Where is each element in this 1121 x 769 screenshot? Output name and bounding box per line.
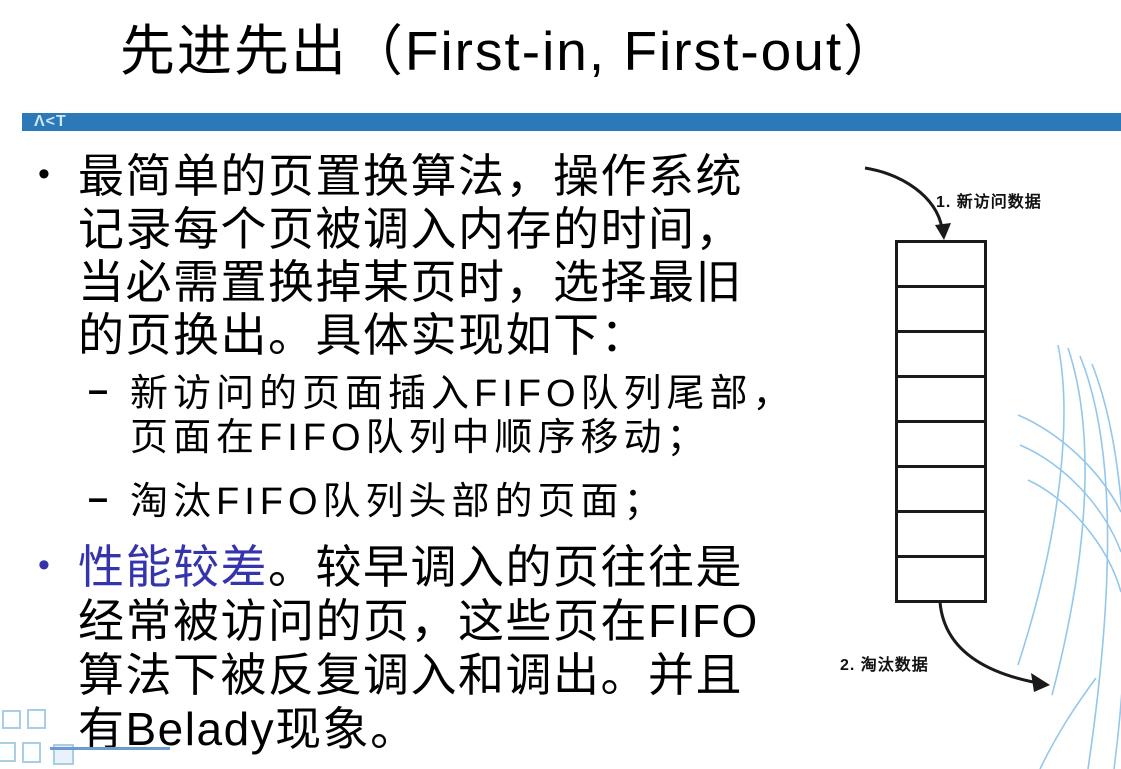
dash-icon: – [88, 477, 109, 518]
queue-cell [898, 243, 984, 288]
bullet-1-line-2: 记录每个页被调入内存的时间， [78, 203, 743, 255]
arrow-in-head-icon [935, 223, 951, 240]
arrow-out-icon [938, 601, 1034, 684]
bullet-1: • 最简单的页置换算法，操作系统 记录每个页被调入内存的时间， 当必需置换掉某页… [38, 150, 743, 362]
bullet-1-line-1: 最简单的页置换算法，操作系统 [78, 150, 743, 202]
sub-bullet-2-line-1: 淘汰FIFO队列头部的页面； [130, 481, 667, 523]
fifo-queue [895, 240, 987, 603]
dash-icon: – [88, 369, 109, 410]
bullet-2: • 性能较差。较早调入的页往往是 经常被访问的页，这些页在FIFO 算法下被反复… [38, 540, 759, 756]
sub-bullet-1: – 新访问的页面插入FIFO队列尾部， 页面在FIFO队列中顺序移动； [88, 369, 796, 460]
arrow-in-icon [864, 166, 944, 229]
page-title: 先进先出（First-in, First-out） [119, 20, 901, 82]
bullet-2-line-2: 经常被访问的页，这些页在FIFO [78, 595, 759, 647]
queue-cell [898, 468, 984, 513]
bullet-1-line-3: 当必需置换掉某页时，选择最旧 [78, 256, 743, 308]
highlight-text: 性能较差 [78, 541, 268, 593]
queue-cell [898, 378, 984, 423]
bullet-2-line-1: 性能较差。较早调入的页往往是 [78, 540, 759, 594]
decor-square-icon [0, 742, 16, 762]
bullet-1-line-4: 的页换出。具体实现如下： [78, 309, 648, 361]
sub-bullet-1-line-2: 页面在FIFO队列中顺序移动； [130, 417, 710, 459]
decor-square-icon [22, 742, 41, 763]
label-new-data: 1. 新访问数据 [936, 194, 1042, 211]
queue-cell [898, 513, 984, 558]
bullet-dot-icon: • [38, 155, 50, 193]
queue-cell [898, 558, 984, 600]
queue-cell [898, 333, 984, 378]
bullet-2-line-3: 算法下被反复调入和调出。并且 [78, 649, 743, 701]
bullet-dot-icon: • [38, 546, 50, 584]
arrow-out-head-icon [1031, 673, 1050, 692]
decor-square-icon [27, 709, 46, 729]
accent-bar: Λ<T [22, 113, 1121, 131]
sub-bullet-2: – 淘汰FIFO队列头部的页面； [88, 477, 667, 524]
decor-square-icon [2, 710, 21, 729]
logo-text: Λ<T [34, 113, 67, 130]
label-evicted-data: 2. 淘汰数据 [840, 657, 929, 674]
decor-line [50, 747, 170, 750]
queue-cell [898, 288, 984, 333]
bullet-2-line-1-rest: 。较早调入的页往往是 [268, 541, 743, 593]
sub-bullet-1-line-1: 新访问的页面插入FIFO队列尾部， [130, 373, 796, 415]
bullet-2-line-4: 有Belady现象。 [78, 703, 418, 755]
queue-cell [898, 423, 984, 468]
